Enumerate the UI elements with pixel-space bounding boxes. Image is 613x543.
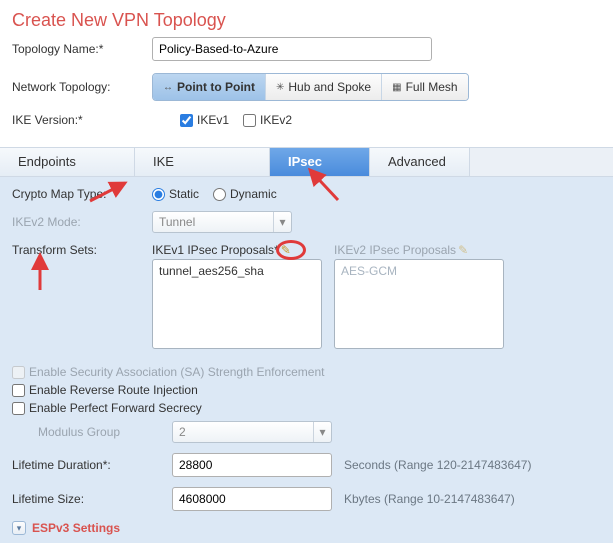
cb-rri-label: Enable Reverse Route Injection — [29, 383, 198, 397]
cb-ikev2-label: IKEv2 — [260, 113, 292, 127]
ikev1-proposals-list[interactable]: tunnel_aes256_sha — [152, 259, 322, 349]
label-ike-version: IKE Version:* — [12, 113, 152, 127]
label-network-topology: Network Topology: — [12, 80, 152, 94]
combo-ikev2-mode: Tunnel ▾ — [152, 211, 292, 233]
list-item[interactable]: tunnel_aes256_sha — [159, 264, 315, 278]
tab-advanced[interactable]: Advanced — [370, 148, 470, 176]
dialog-title: Create New VPN Topology — [0, 0, 613, 37]
lifetime-size-input[interactable] — [172, 487, 332, 511]
chevron-down-icon: ▾ — [313, 422, 331, 442]
tab-ike[interactable]: IKE — [135, 148, 270, 176]
label-ikev2-mode: IKEv2 Mode: — [12, 215, 152, 229]
radio-static[interactable] — [152, 188, 165, 201]
radio-dynamic-label: Dynamic — [230, 187, 277, 201]
cb-sa-enforcement — [12, 366, 25, 379]
ikev2-proposals-list: AES-GCM — [334, 259, 504, 349]
cb-ikev1[interactable] — [180, 114, 193, 127]
ipsec-panel: Crypto Map Type: Static Dynamic IKEv2 Mo… — [0, 177, 613, 543]
topology-segmented: ↔ Point to Point ✳ Hub and Spoke ▦ Full Mes… — [152, 73, 469, 101]
lifetime-duration-input[interactable] — [172, 453, 332, 477]
pencil-icon[interactable]: ✎ — [281, 243, 291, 257]
mesh-icon: ▦ — [392, 82, 401, 93]
arrows-icon: ↔ — [163, 82, 173, 93]
label-topology-name: Topology Name:* — [12, 42, 152, 56]
radio-static-label: Static — [169, 187, 199, 201]
hub-icon: ✳ — [276, 82, 284, 93]
cb-ikev2[interactable] — [243, 114, 256, 127]
chevron-down-icon[interactable]: ▾ — [12, 521, 26, 535]
seg-ptp-label: Point to Point — [177, 80, 255, 94]
ikev2-proposals-title: IKEv2 IPsec Proposals — [334, 243, 456, 257]
cb-reverse-route[interactable] — [12, 384, 25, 397]
espv3-section-title[interactable]: ESPv3 Settings — [32, 521, 120, 535]
cb-pfs[interactable] — [12, 402, 25, 415]
chevron-down-icon: ▾ — [273, 212, 291, 232]
seg-hub-and-spoke[interactable]: ✳ Hub and Spoke — [266, 74, 382, 100]
hint-lifetime-duration: Seconds (Range 120-2147483647) — [344, 458, 531, 472]
topology-name-input[interactable] — [152, 37, 432, 61]
tabs: Endpoints IKE IPsec Advanced — [0, 147, 613, 177]
pencil-icon: ✎ — [458, 243, 468, 257]
cb-pfs-label: Enable Perfect Forward Secrecy — [29, 401, 202, 415]
list-item: AES-GCM — [341, 264, 497, 278]
label-lifetime-duration: Lifetime Duration*: — [12, 458, 172, 472]
ikev1-proposals-title: IKEv1 IPsec Proposals* — [152, 243, 279, 257]
combo-modulus-value: 2 — [179, 425, 186, 439]
seg-full-label: Full Mesh — [406, 80, 458, 94]
seg-point-to-point[interactable]: ↔ Point to Point — [153, 74, 266, 100]
label-lifetime-size: Lifetime Size: — [12, 492, 172, 506]
header-form: Topology Name:* Network Topology: ↔ Point… — [0, 37, 613, 147]
combo-ikev2-mode-value: Tunnel — [159, 215, 195, 229]
label-crypto-map-type: Crypto Map Type: — [12, 187, 152, 201]
tab-ipsec[interactable]: IPsec — [270, 148, 370, 176]
cb-sa-label: Enable Security Association (SA) Strengt… — [29, 365, 324, 379]
hint-lifetime-size: Kbytes (Range 10-2147483647) — [344, 492, 515, 506]
radio-dynamic[interactable] — [213, 188, 226, 201]
label-transform-sets: Transform Sets: — [12, 243, 152, 257]
cb-ikev1-label: IKEv1 — [197, 113, 229, 127]
combo-modulus-group: 2 ▾ — [172, 421, 332, 443]
seg-full-mesh[interactable]: ▦ Full Mesh — [382, 74, 467, 100]
label-modulus-group: Modulus Group — [12, 425, 172, 439]
seg-hub-label: Hub and Spoke — [288, 80, 371, 94]
tab-endpoints[interactable]: Endpoints — [0, 148, 135, 176]
